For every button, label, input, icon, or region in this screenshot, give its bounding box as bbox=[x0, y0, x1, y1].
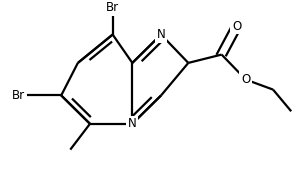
Text: N: N bbox=[128, 117, 137, 130]
Text: O: O bbox=[241, 73, 250, 86]
Text: N: N bbox=[157, 28, 165, 41]
Text: Br: Br bbox=[106, 1, 119, 14]
Text: Br: Br bbox=[12, 89, 26, 102]
Text: O: O bbox=[232, 20, 241, 33]
